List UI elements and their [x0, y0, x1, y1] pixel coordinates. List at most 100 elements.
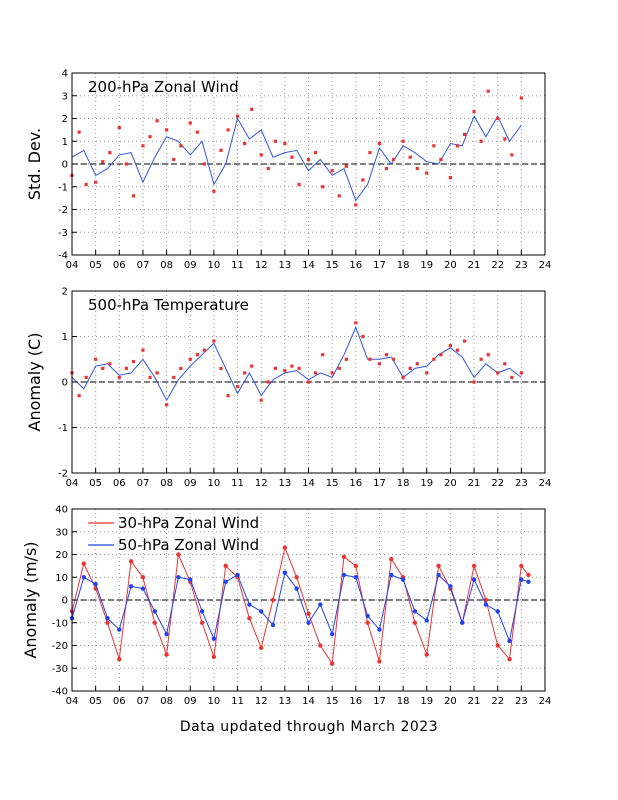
- y-tick-label: 0: [62, 378, 68, 389]
- data-point-50hpa: [164, 631, 169, 637]
- data-point: [259, 153, 263, 157]
- x-tick-label: 05: [89, 696, 102, 707]
- y-tick-label: -30: [52, 664, 68, 675]
- data-point: [313, 371, 318, 375]
- data-point: [377, 141, 382, 146]
- x-tick-label: 05: [89, 260, 102, 271]
- x-tick-label: 11: [231, 696, 244, 707]
- y-tick-label: 40: [55, 505, 68, 516]
- x-tick-label: 18: [397, 696, 410, 707]
- data-point: [415, 166, 419, 171]
- data-point-50hpa: [211, 636, 217, 641]
- y-tick-label: -2: [58, 469, 68, 480]
- x-tick-label: 11: [231, 478, 244, 489]
- data-point: [297, 182, 301, 187]
- legend-label-50hpa: 50-hPa Zonal Wind: [118, 536, 259, 554]
- panel-200hpa-zonal-wind: 04 05 06 07 08 09 10 11 12 13 14 15 16 17 18 19 20 21 22 23…: [25, 69, 551, 272]
- data-point: [77, 394, 81, 398]
- data-point: [188, 357, 192, 361]
- data-point-30hpa: [128, 559, 134, 564]
- y-tick-label: -3: [58, 228, 68, 239]
- data-point: [84, 375, 88, 380]
- data-point: [377, 362, 382, 366]
- data-point-30hpa: [341, 554, 347, 559]
- data-point: [337, 194, 341, 198]
- x-tick-label: 19: [420, 260, 433, 271]
- data-point: [202, 348, 207, 352]
- data-point: [496, 371, 500, 375]
- data-point: [361, 334, 365, 339]
- data-point-30hpa: [105, 620, 110, 625]
- data-point-50hpa: [199, 609, 205, 614]
- data-point: [212, 339, 216, 343]
- data-point: [306, 157, 311, 162]
- x-tick-label: 13: [278, 260, 291, 271]
- data-point-50hpa: [353, 575, 358, 580]
- data-point: [172, 157, 176, 162]
- x-tick-label: 20: [444, 260, 457, 271]
- x-tick-label: 22: [491, 696, 504, 707]
- data-point-50hpa: [329, 631, 335, 637]
- x-tick-label: 05: [89, 478, 102, 489]
- x-tick-label: 15: [326, 696, 339, 707]
- data-point-50hpa: [140, 586, 146, 591]
- data-point: [519, 371, 523, 375]
- data-point: [94, 180, 98, 184]
- data-point: [179, 366, 183, 370]
- data-point-50hpa: [235, 572, 240, 578]
- x-tick-label: 09: [184, 260, 197, 271]
- smoothed-line: [71, 326, 522, 402]
- data-point: [486, 353, 490, 357]
- panel-500hpa-temperature: 04 05 06 07 08 09 10 11 12 13 14 15 16 17 18 19 20 21 22 23…: [25, 287, 551, 490]
- data-point: [202, 162, 207, 166]
- data-point: [519, 96, 523, 100]
- x-tick-label: 11: [231, 260, 244, 271]
- data-point-30hpa: [270, 597, 276, 603]
- data-point-50hpa: [495, 609, 500, 614]
- y-tick-label: -2: [58, 205, 68, 216]
- y-tick-label: -4: [58, 251, 68, 262]
- data-point: [250, 107, 254, 111]
- data-point: [101, 366, 105, 370]
- data-point: [448, 176, 452, 180]
- data-point: [330, 371, 334, 375]
- data-point: [266, 166, 270, 171]
- data-point-30hpa: [176, 552, 181, 557]
- x-tick-label: 16: [349, 260, 362, 271]
- data-point-50hpa: [389, 572, 394, 578]
- y-tick-label: 4: [62, 69, 68, 80]
- y-tick-label: -20: [52, 641, 68, 652]
- data-point: [188, 121, 192, 125]
- data-point: [448, 344, 452, 348]
- x-tick-label: 21: [468, 696, 481, 707]
- data-point: [425, 171, 429, 175]
- data-point: [117, 126, 121, 130]
- data-point-50hpa: [460, 620, 465, 625]
- data-point: [155, 119, 159, 123]
- x-tick-label: 14: [302, 696, 315, 707]
- data-point: [148, 135, 152, 139]
- data-point-30hpa: [507, 656, 512, 662]
- data-point-50hpa: [223, 579, 228, 584]
- data-point-30hpa: [152, 620, 157, 625]
- data-point-30hpa: [365, 620, 370, 625]
- y-tick-label: 3: [62, 91, 68, 102]
- x-tick-label: 12: [255, 478, 268, 489]
- data-point: [195, 130, 199, 134]
- series-line-30hpa: [71, 546, 529, 666]
- data-point: [290, 155, 294, 159]
- y-tick-label: 30: [55, 527, 68, 538]
- x-tick-label: 10: [208, 696, 221, 707]
- data-point-50hpa: [436, 572, 441, 578]
- data-point: [283, 141, 287, 146]
- data-point: [148, 375, 152, 380]
- data-point: [344, 164, 348, 168]
- data-point: [472, 380, 476, 384]
- data-point: [337, 366, 341, 370]
- data-point: [479, 139, 483, 143]
- data-point: [243, 141, 247, 146]
- data-point-50hpa: [424, 618, 429, 623]
- data-point: [361, 178, 365, 182]
- x-tick-label: 23: [515, 478, 528, 489]
- data-point: [108, 362, 112, 366]
